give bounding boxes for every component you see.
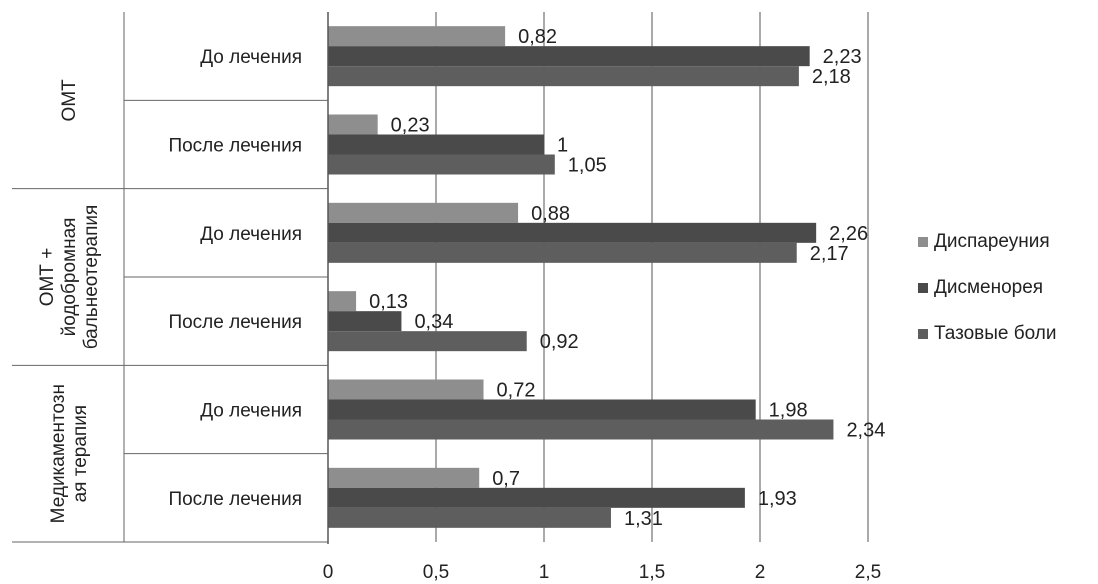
legend-label: Диспареуния xyxy=(934,231,1050,252)
bar-value-label: 1 xyxy=(557,135,568,157)
axes xyxy=(12,12,329,544)
bar-value-label: 0,88 xyxy=(531,203,570,225)
legend-item: Тазовые боли xyxy=(918,323,1057,344)
gridlines xyxy=(435,12,869,542)
group-label-line: бальнеотерапия xyxy=(81,205,102,350)
x-tick-labels: 0 0,5 1 1,5 2 2,5 xyxy=(323,562,882,583)
bar xyxy=(328,222,817,243)
bar-value-label: 0,92 xyxy=(540,331,579,353)
x-tick-label: 2 xyxy=(755,562,766,583)
legend-swatch xyxy=(918,329,928,339)
bar-value-label: 0,82 xyxy=(518,26,557,48)
bar xyxy=(328,291,357,312)
bars xyxy=(328,26,834,528)
x-tick-label: 0 xyxy=(323,562,334,583)
group-label: ОМТ xyxy=(59,79,80,122)
bar-value-label: 1,05 xyxy=(568,155,607,177)
bar xyxy=(328,467,480,488)
bar xyxy=(328,26,506,47)
bar xyxy=(328,46,810,67)
legend-label: Тазовые боли xyxy=(934,323,1057,344)
x-tick-label: 1 xyxy=(539,562,550,583)
group-label: ОМТ +йодобромнаябальнеотерапия xyxy=(37,205,102,350)
category-label: После лечения xyxy=(168,136,302,157)
category-label: До лечения xyxy=(200,224,302,245)
group-label-line: ОМТ + xyxy=(37,248,58,307)
bar-value-label: 2,34 xyxy=(846,420,885,442)
x-tick-label: 1,5 xyxy=(639,562,665,583)
bar xyxy=(328,154,555,175)
category-label: После лечения xyxy=(168,489,302,510)
group-label-line: йодобромная xyxy=(59,218,80,337)
category-label: До лечения xyxy=(200,47,302,68)
bar xyxy=(328,114,378,135)
group-label: Медикаментозная терапия xyxy=(48,384,91,523)
bar-value-label: 0,34 xyxy=(414,311,453,333)
group-label-line: ОМТ xyxy=(59,79,80,122)
legend-swatch xyxy=(918,283,928,293)
bar-value-label: 0,72 xyxy=(497,380,536,402)
bar xyxy=(328,507,611,528)
bar-value-label: 2,26 xyxy=(829,223,868,245)
bar-value-label: 0,7 xyxy=(492,468,520,490)
bar xyxy=(328,419,834,440)
category-label: После лечения xyxy=(168,312,302,333)
bar-value-labels: 0,82 2,232,18 0,23 11,05 0,88 2,262,17 0,13 0,3… xyxy=(369,26,885,530)
category-labels: До лечения После лечения До лечения После л… xyxy=(168,47,302,510)
group-labels: ОМТ ОМТ +йодобромнаябальнеотерапия Медикам… xyxy=(37,79,102,524)
group-label-line: Медикаментозн xyxy=(48,384,69,523)
bar-value-label: 1,93 xyxy=(758,488,797,510)
bar xyxy=(328,311,402,332)
legend-label: Дисменорея xyxy=(934,277,1044,298)
bar xyxy=(328,487,745,508)
bar xyxy=(328,202,519,223)
bar xyxy=(328,134,544,155)
bar-value-label: 1,31 xyxy=(624,508,663,530)
x-tick-label: 0,5 xyxy=(423,562,449,583)
legend-swatch xyxy=(918,237,928,247)
legend-item: Дисменорея xyxy=(918,277,1057,298)
category-label: До лечения xyxy=(200,401,302,422)
bar xyxy=(328,379,484,400)
bar-value-label: 2,18 xyxy=(812,66,851,88)
legend: Диспареуния Дисменорея Тазовые боли xyxy=(918,231,1057,370)
bar-value-label: 0,23 xyxy=(391,115,430,137)
bar xyxy=(328,399,756,420)
bar xyxy=(328,66,799,87)
bar xyxy=(328,331,527,352)
x-tick-label: 2,5 xyxy=(855,562,881,583)
legend-item: Диспареуния xyxy=(918,231,1057,252)
group-label-line: ая терапия xyxy=(70,405,91,503)
bar-value-label: 2,23 xyxy=(823,46,862,68)
bar-value-label: 1,98 xyxy=(769,400,808,422)
bar-value-label: 2,17 xyxy=(810,243,849,265)
bar xyxy=(328,242,797,263)
bar-value-label: 0,13 xyxy=(369,291,408,313)
